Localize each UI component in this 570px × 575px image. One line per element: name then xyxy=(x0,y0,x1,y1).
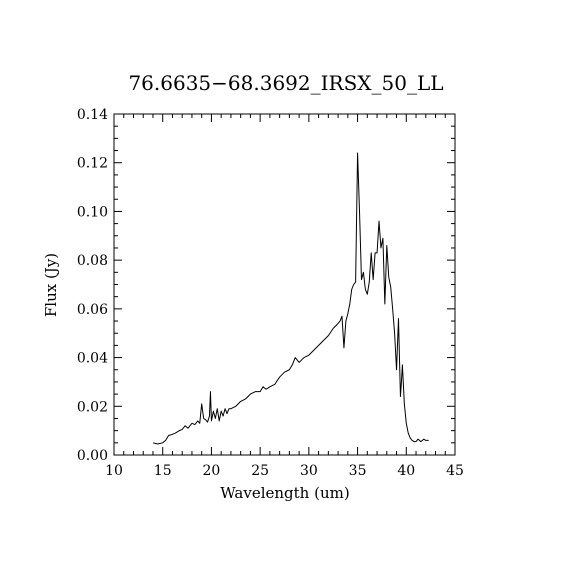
y-tick-label: 0.14 xyxy=(77,107,108,123)
y-tick-label: 0.12 xyxy=(77,156,108,172)
x-tick-label: 10 xyxy=(105,463,123,479)
y-tick-label: 0.06 xyxy=(77,302,108,318)
y-tick-label: 0.10 xyxy=(77,204,108,220)
axis-ticks xyxy=(113,113,456,456)
y-tick-label: 0.00 xyxy=(77,448,108,464)
spectrum-series-line xyxy=(152,152,429,445)
x-tick-label: 35 xyxy=(349,463,367,479)
x-tick-label: 30 xyxy=(300,463,318,479)
y-tick-label: 0.08 xyxy=(77,253,108,269)
x-tick-label: 15 xyxy=(154,463,172,479)
x-tick-label: 45 xyxy=(446,463,464,479)
y-tick-label: 0.02 xyxy=(77,399,108,415)
y-tick-label: 0.04 xyxy=(77,351,108,367)
series-layer xyxy=(152,152,429,445)
axis-tick-labels: 10 15 20 25 30 35 40 45 0.00 0.02 0.04 0.06 0.08 0.10… xyxy=(77,107,464,479)
chart-title: 76.6635−68.3692_IRSX_50_LL xyxy=(128,71,443,95)
y-axis-label: Flux (Jy) xyxy=(42,253,60,317)
x-tick-label: 25 xyxy=(251,463,269,479)
x-tick-label: 40 xyxy=(397,463,415,479)
x-tick-label: 20 xyxy=(203,463,221,479)
x-axis-label: Wavelength (um) xyxy=(220,484,349,502)
